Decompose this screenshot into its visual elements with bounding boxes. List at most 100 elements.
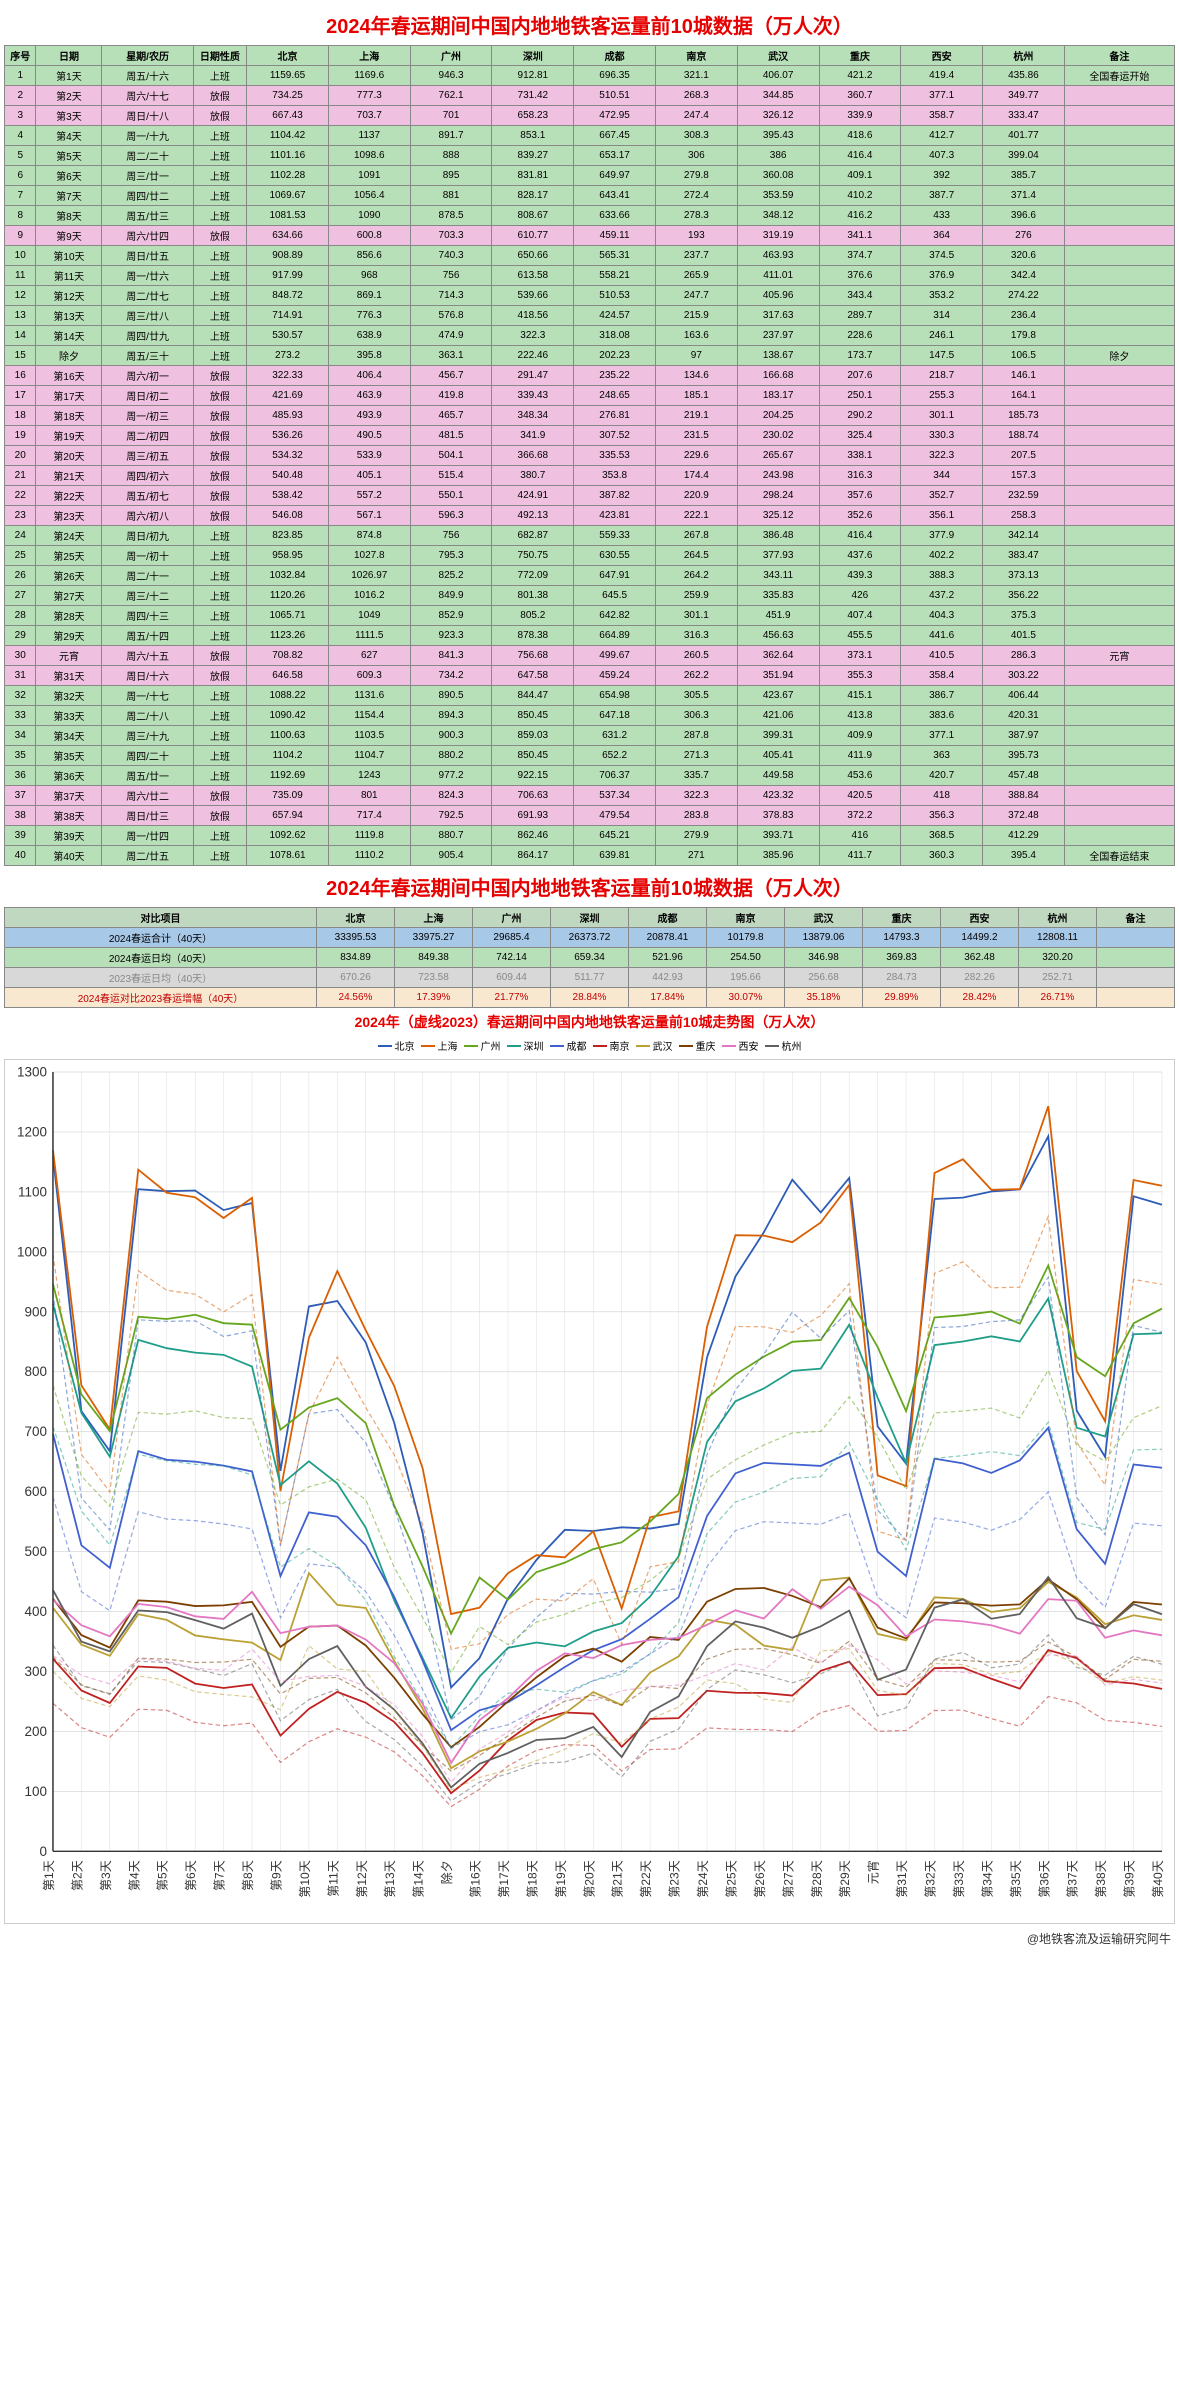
svg-text:200: 200 <box>24 1724 46 1739</box>
table-row: 13第13天周三/廿八上班714.91776.3576.8418.56424.5… <box>5 306 1175 326</box>
table-row: 10第10天周日/廿五上班908.89856.6740.3650.66565.3… <box>5 246 1175 266</box>
svg-text:第2天: 第2天 <box>70 1860 84 1891</box>
svg-text:第35天: 第35天 <box>1009 1860 1023 1897</box>
table-row: 27第27天周三/十二上班1120.261016.2849.9801.38645… <box>5 586 1175 606</box>
summary-table: 对比项目北京上海广州深圳成都南京武汉重庆西安杭州备注 2024春运合计（40天）… <box>4 907 1175 1008</box>
svg-text:第26天: 第26天 <box>753 1860 767 1897</box>
svg-text:第3天: 第3天 <box>99 1860 113 1891</box>
col-header: 日期性质 <box>193 46 246 66</box>
svg-text:第13天: 第13天 <box>383 1860 397 1897</box>
table-row: 14第14天周四/廿九上班530.57638.9474.9322.3318.08… <box>5 326 1175 346</box>
col-header: 日期 <box>36 46 102 66</box>
footer-credit: @地铁客流及运输研究阿牛 <box>4 1924 1175 1953</box>
svg-text:第7天: 第7天 <box>213 1860 227 1891</box>
legend-item: 杭州 <box>765 1038 802 1053</box>
svg-text:第24天: 第24天 <box>696 1860 710 1897</box>
table-row: 31第31天周日/十六放假646.58609.3734.2647.58459.2… <box>5 666 1175 686</box>
table-row: 20第20天周三/初五放假534.32533.9504.1366.68335.5… <box>5 446 1175 466</box>
svg-text:第27天: 第27天 <box>781 1860 795 1897</box>
svg-text:第22天: 第22天 <box>639 1860 653 1897</box>
table-row: 5第5天周二/二十上班1101.161098.6888839.27653.173… <box>5 146 1175 166</box>
table-row: 21第21天周四/初六放假540.48405.1515.4380.7353.81… <box>5 466 1175 486</box>
table-row: 2第2天周六/十七放假734.25777.3762.1731.42510.512… <box>5 86 1175 106</box>
table-row: 18第18天周一/初三放假485.93493.9465.7348.34276.8… <box>5 406 1175 426</box>
table-row: 26第26天周二/十一上班1032.841026.97825.2772.0964… <box>5 566 1175 586</box>
svg-text:第23天: 第23天 <box>668 1860 682 1897</box>
svg-text:第4天: 第4天 <box>127 1860 141 1891</box>
svg-text:600: 600 <box>24 1484 46 1499</box>
svg-text:第17天: 第17天 <box>497 1860 511 1897</box>
svg-text:第10天: 第10天 <box>298 1860 312 1897</box>
table-row: 33第33天周二/十八上班1090.421154.4894.3850.45647… <box>5 706 1175 726</box>
table-row: 8第8天周五/廿三上班1081.531090878.5808.67633.662… <box>5 206 1175 226</box>
table-row: 28第28天周四/十三上班1065.711049852.9805.2642.82… <box>5 606 1175 626</box>
svg-text:0: 0 <box>39 1844 47 1859</box>
table-row: 38第38天周日/廿三放假657.94717.4792.5691.93479.5… <box>5 806 1175 826</box>
svg-text:900: 900 <box>24 1304 46 1319</box>
col-header: 序号 <box>5 46 36 66</box>
main-title: 2024年春运期间中国内地地铁客运量前10城数据（万人次） <box>4 10 1175 39</box>
legend-item: 广州 <box>464 1038 501 1053</box>
table-row: 35第35天周四/二十上班1104.21104.7880.2850.45652.… <box>5 746 1175 766</box>
svg-text:第11天: 第11天 <box>326 1860 340 1896</box>
legend-item: 武汉 <box>636 1038 673 1053</box>
col-header: 广州 <box>410 46 492 66</box>
svg-text:元宵: 元宵 <box>866 1860 881 1884</box>
summary-total: 2024春运合计（40天）33395.5333975.2729685.42637… <box>5 928 1175 948</box>
table-row: 25第25天周一/初十上班958.951027.8795.3750.75630.… <box>5 546 1175 566</box>
table-row: 24第24天周日/初九上班823.85874.8756682.87559.332… <box>5 526 1175 546</box>
svg-text:第12天: 第12天 <box>355 1860 369 1897</box>
chart-title: 2024年（虚线2023）春运期间中国内地地铁客运量前10城走势图（万人次） <box>4 1012 1175 1032</box>
legend-item: 西安 <box>722 1038 759 1053</box>
svg-text:第25天: 第25天 <box>724 1860 738 1897</box>
col-header: 成都 <box>574 46 656 66</box>
table-row: 34第34天周三/十九上班1100.631103.5900.3859.03631… <box>5 726 1175 746</box>
svg-text:第28天: 第28天 <box>810 1860 824 1897</box>
svg-text:第38天: 第38天 <box>1094 1860 1108 1897</box>
svg-text:第5天: 第5天 <box>156 1860 170 1891</box>
summary-title: 2024年春运期间中国内地地铁客运量前10城数据（万人次） <box>4 872 1175 901</box>
svg-text:第6天: 第6天 <box>184 1860 198 1891</box>
table-row: 30元宵周六/十五放假708.82627841.3756.68499.67260… <box>5 646 1175 666</box>
svg-text:400: 400 <box>24 1604 46 1619</box>
chart-legend: 北京上海广州深圳成都南京武汉重庆西安杭州 <box>4 1036 1175 1055</box>
col-header: 北京 <box>247 46 329 66</box>
table-row: 1第1天周五/十六上班1159.651169.6946.3912.81696.3… <box>5 66 1175 86</box>
legend-item: 北京 <box>378 1038 415 1053</box>
table-row: 39第39天周一/廿四上班1092.621119.8880.7862.46645… <box>5 826 1175 846</box>
table-row: 29第29天周五/十四上班1123.261111.5923.3878.38664… <box>5 626 1175 646</box>
table-row: 12第12天周二/廿七上班848.72869.1714.3539.66510.5… <box>5 286 1175 306</box>
trend-chart: 0100200300400500600700800900100011001200… <box>5 1060 1174 1923</box>
svg-text:第8天: 第8天 <box>241 1860 255 1891</box>
svg-text:第33天: 第33天 <box>952 1860 966 1897</box>
table-row: 19第19天周二/初四放假536.26490.5481.5341.9307.52… <box>5 426 1175 446</box>
legend-item: 成都 <box>550 1038 587 1053</box>
summary-avg: 2024春运日均（40天）834.89849.38742.14659.34521… <box>5 948 1175 968</box>
col-header: 星期/农历 <box>102 46 193 66</box>
svg-text:除夕: 除夕 <box>439 1860 454 1884</box>
svg-text:第21天: 第21天 <box>611 1860 625 1897</box>
table-row: 11第11天周一/廿六上班917.99968756613.58558.21265… <box>5 266 1175 286</box>
col-header: 上海 <box>328 46 410 66</box>
svg-text:1000: 1000 <box>17 1244 47 1259</box>
summary-header: 对比项目北京上海广州深圳成都南京武汉重庆西安杭州备注 <box>5 908 1175 928</box>
col-header: 备注 <box>1064 46 1174 66</box>
svg-text:第34天: 第34天 <box>980 1860 994 1897</box>
table-row: 36第36天周五/廿一上班1192.691243977.2922.15706.3… <box>5 766 1175 786</box>
table-row: 6第6天周三/廿一上班1102.281091895831.81649.97279… <box>5 166 1175 186</box>
col-header: 武汉 <box>737 46 819 66</box>
svg-text:第14天: 第14天 <box>412 1860 426 1897</box>
table-row: 4第4天周一/十九上班1104.421137891.7853.1667.4530… <box>5 126 1175 146</box>
svg-text:500: 500 <box>24 1544 46 1559</box>
svg-text:第32天: 第32天 <box>924 1860 938 1897</box>
table-header: 序号日期星期/农历日期性质北京上海广州深圳成都南京武汉重庆西安杭州备注 <box>5 46 1175 66</box>
svg-text:第37天: 第37天 <box>1066 1860 1080 1897</box>
svg-text:700: 700 <box>24 1424 46 1439</box>
summary-pct: 2024春运对比2023春运增幅（40天）24.56%17.39%21.77%2… <box>5 988 1175 1008</box>
svg-text:第36天: 第36天 <box>1037 1860 1051 1897</box>
svg-text:第1天: 第1天 <box>42 1860 56 1891</box>
svg-text:800: 800 <box>24 1364 46 1379</box>
col-header: 南京 <box>655 46 737 66</box>
svg-text:第16天: 第16天 <box>469 1860 483 1897</box>
chart-container: 0100200300400500600700800900100011001200… <box>4 1059 1175 1924</box>
